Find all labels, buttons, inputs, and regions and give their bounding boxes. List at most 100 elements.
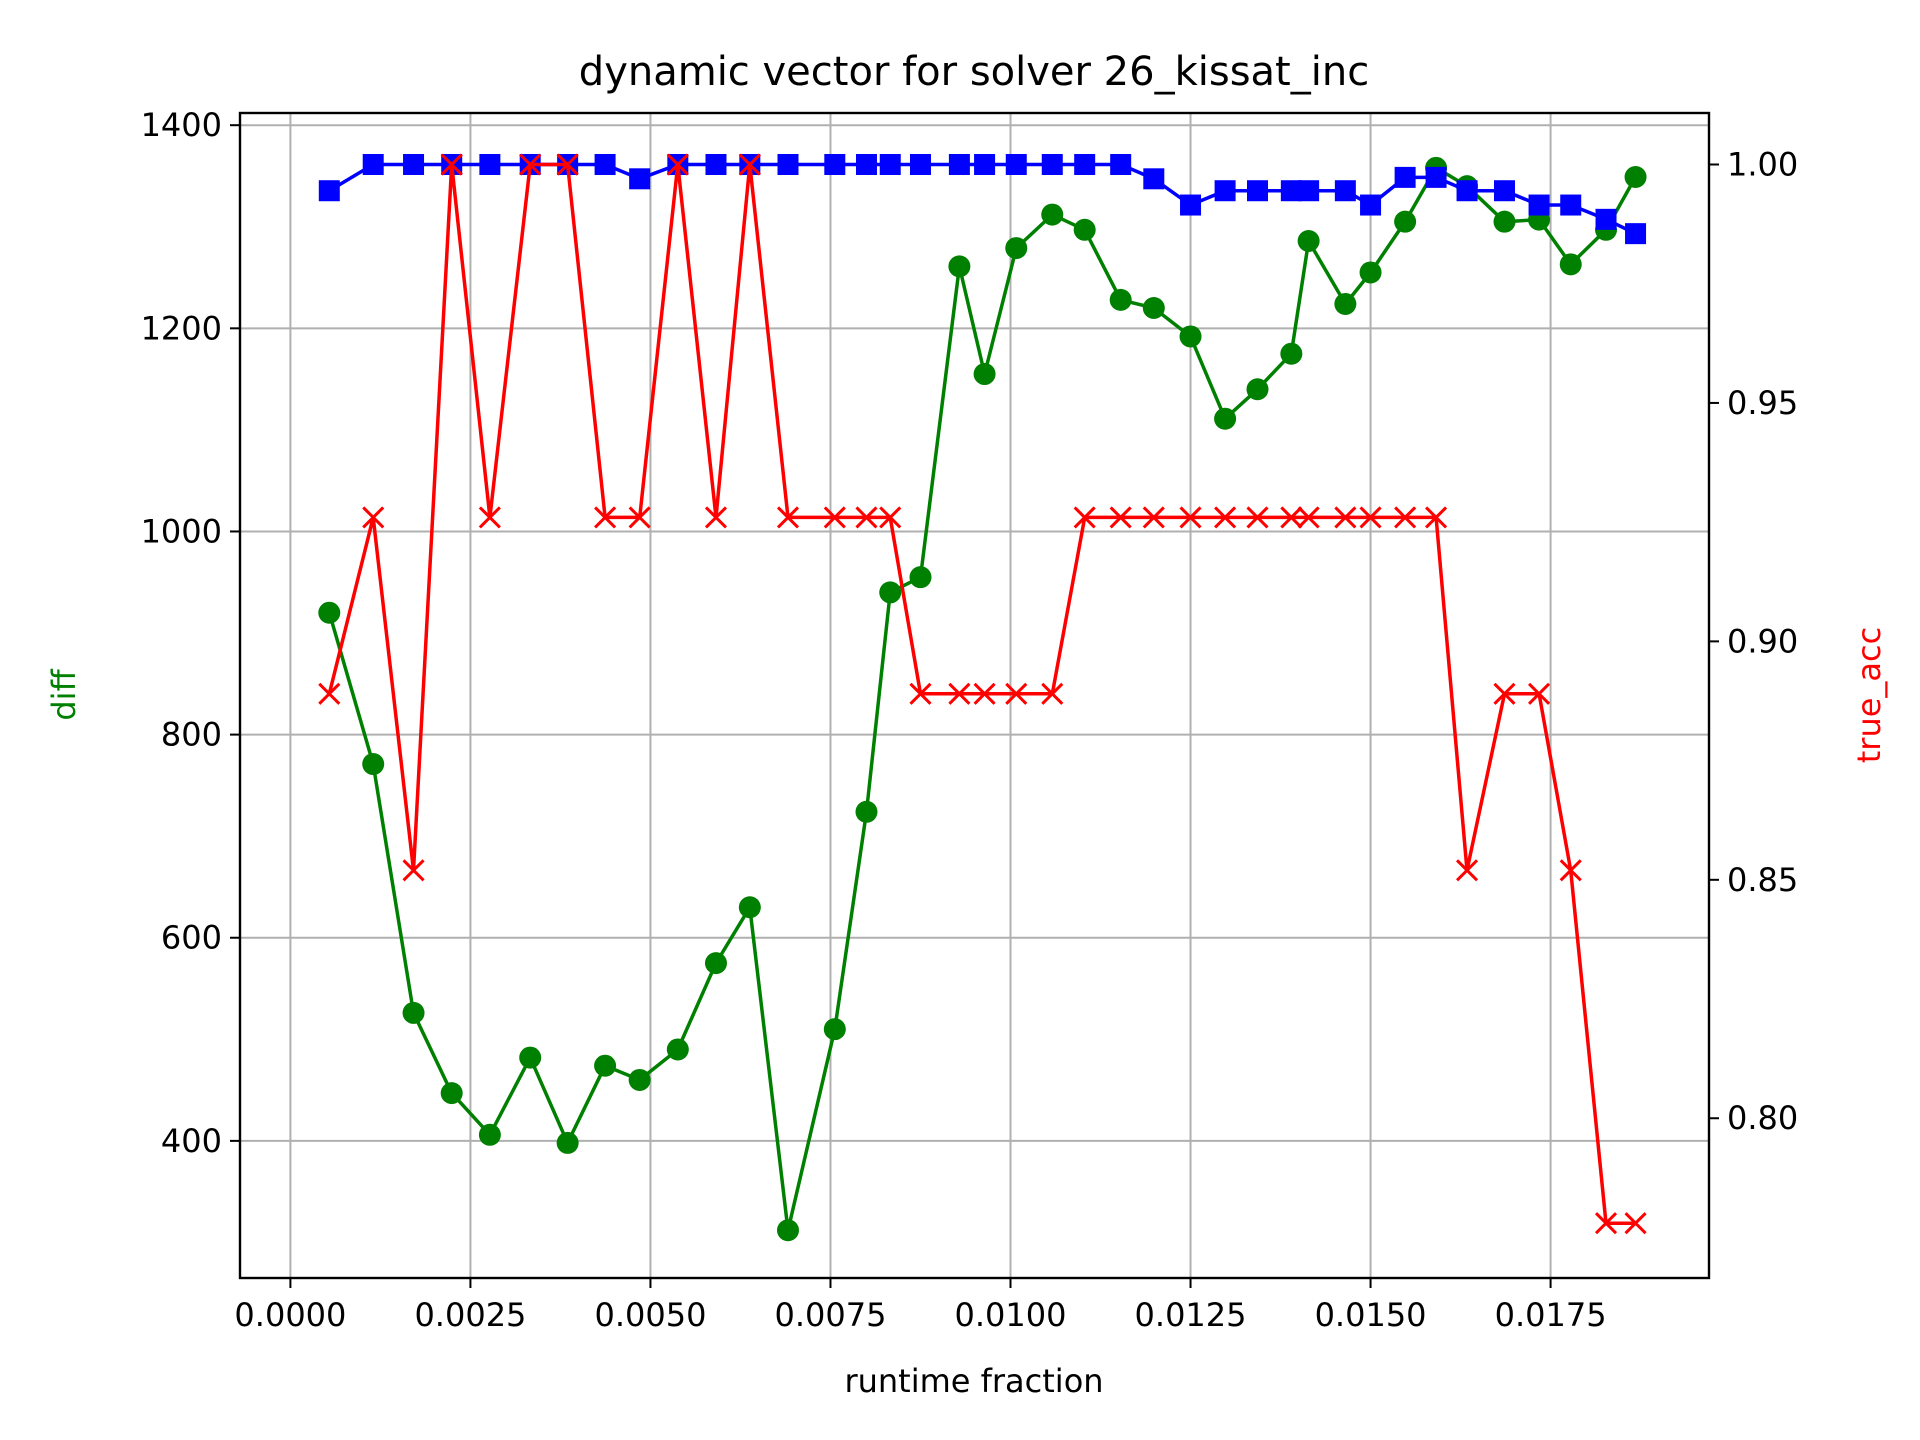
data-point bbox=[1595, 208, 1617, 230]
data-point bbox=[1493, 682, 1516, 705]
data-point bbox=[1594, 1212, 1618, 1235]
y-left-tick-label: 800 bbox=[161, 716, 222, 754]
data-point bbox=[948, 682, 971, 705]
x-tick-label: 0.0175 bbox=[1495, 1296, 1607, 1334]
data-point bbox=[1298, 180, 1320, 202]
chart-title: dynamic vector for solver 26_kissat_inc bbox=[579, 49, 1369, 95]
series-layer bbox=[318, 153, 1647, 1242]
data-point bbox=[1246, 378, 1269, 401]
data-point bbox=[1456, 180, 1478, 202]
data-point bbox=[666, 153, 689, 176]
data-point bbox=[776, 1219, 799, 1242]
data-point bbox=[1425, 506, 1448, 529]
data-point bbox=[1005, 237, 1028, 260]
data-point bbox=[594, 154, 616, 176]
x-tick-label: 0.0025 bbox=[414, 1296, 526, 1334]
y-right-axis-title: true_acc bbox=[1850, 627, 1888, 763]
y-left-tick-label: 1200 bbox=[141, 309, 222, 347]
data-point bbox=[1527, 682, 1551, 705]
data-point bbox=[479, 154, 501, 176]
data-point bbox=[855, 506, 878, 529]
data-point bbox=[1334, 292, 1357, 315]
data-point bbox=[1142, 297, 1165, 320]
data-point bbox=[1360, 194, 1382, 216]
data-point bbox=[402, 859, 425, 882]
data-point bbox=[1624, 165, 1647, 188]
data-point bbox=[1455, 859, 1479, 882]
y-left-tick-label: 400 bbox=[161, 1122, 222, 1160]
data-point bbox=[1041, 682, 1064, 705]
y-right-tick-label: 0.90 bbox=[1727, 622, 1798, 660]
data-point bbox=[974, 154, 996, 176]
data-point bbox=[973, 363, 996, 386]
data-point bbox=[973, 682, 996, 705]
data-point bbox=[948, 255, 971, 278]
data-point bbox=[362, 154, 384, 176]
data-point bbox=[1142, 506, 1165, 529]
y-left-tick-label: 1000 bbox=[141, 512, 222, 550]
data-point bbox=[1394, 506, 1417, 529]
data-point bbox=[879, 506, 902, 529]
data-point bbox=[628, 506, 651, 529]
data-point bbox=[629, 168, 651, 190]
data-point bbox=[594, 1054, 617, 1077]
data-point bbox=[1073, 218, 1096, 241]
data-point bbox=[556, 1131, 579, 1154]
x-tick-label: 0.0125 bbox=[1135, 1296, 1247, 1334]
data-point bbox=[628, 1068, 651, 1091]
x-tick-label: 0.0050 bbox=[594, 1296, 706, 1334]
axes: 0.0000 0.0025 0.0050 0.0075 0.0100 0.0125 0.01… bbox=[141, 106, 1799, 1334]
data-point bbox=[478, 1123, 501, 1146]
data-point bbox=[948, 154, 970, 176]
data-point bbox=[738, 896, 761, 919]
series-2 bbox=[318, 153, 1647, 1235]
data-point bbox=[1214, 506, 1237, 529]
data-point bbox=[738, 153, 761, 176]
x-tick-label: 0.0000 bbox=[234, 1296, 346, 1334]
y-right-tick-label: 1.00 bbox=[1727, 146, 1798, 184]
data-point bbox=[823, 1018, 846, 1041]
data-point bbox=[1280, 506, 1303, 529]
data-point bbox=[362, 506, 385, 529]
data-point bbox=[776, 506, 800, 529]
data-point bbox=[1334, 506, 1357, 529]
data-point bbox=[519, 1046, 542, 1069]
y-right-tick-label: 0.95 bbox=[1727, 384, 1798, 422]
y-left-axis-title: diff bbox=[45, 668, 83, 720]
data-point bbox=[1493, 180, 1515, 202]
data-point bbox=[318, 180, 340, 202]
data-point bbox=[1425, 166, 1447, 188]
data-point bbox=[1179, 325, 1202, 348]
data-point bbox=[440, 1082, 463, 1105]
data-point bbox=[1110, 154, 1132, 176]
data-point bbox=[402, 1001, 425, 1024]
plot-frame bbox=[238, 111, 1711, 1280]
data-point bbox=[1246, 180, 1268, 202]
x-tick-label: 0.0100 bbox=[955, 1296, 1067, 1334]
data-point bbox=[1214, 180, 1236, 202]
data-point bbox=[1624, 1212, 1647, 1235]
data-point bbox=[1005, 682, 1028, 705]
data-point bbox=[855, 800, 878, 823]
data-point bbox=[594, 506, 617, 529]
data-point bbox=[879, 154, 901, 176]
data-point bbox=[1359, 506, 1382, 529]
data-point bbox=[909, 566, 932, 589]
data-point bbox=[1334, 180, 1356, 202]
data-point bbox=[440, 153, 463, 176]
data-point bbox=[1109, 288, 1132, 311]
data-point bbox=[1528, 194, 1550, 216]
data-point bbox=[1143, 168, 1165, 190]
data-point bbox=[1493, 210, 1516, 233]
data-point bbox=[1179, 506, 1202, 529]
data-point bbox=[666, 1038, 689, 1061]
data-point bbox=[1041, 154, 1063, 176]
y-right-tick-label: 0.80 bbox=[1727, 1099, 1798, 1137]
data-point bbox=[1180, 194, 1202, 216]
data-point bbox=[478, 506, 501, 529]
data-point bbox=[1560, 194, 1582, 216]
data-point bbox=[1280, 180, 1302, 202]
data-point bbox=[704, 506, 728, 529]
data-point bbox=[1041, 203, 1064, 226]
